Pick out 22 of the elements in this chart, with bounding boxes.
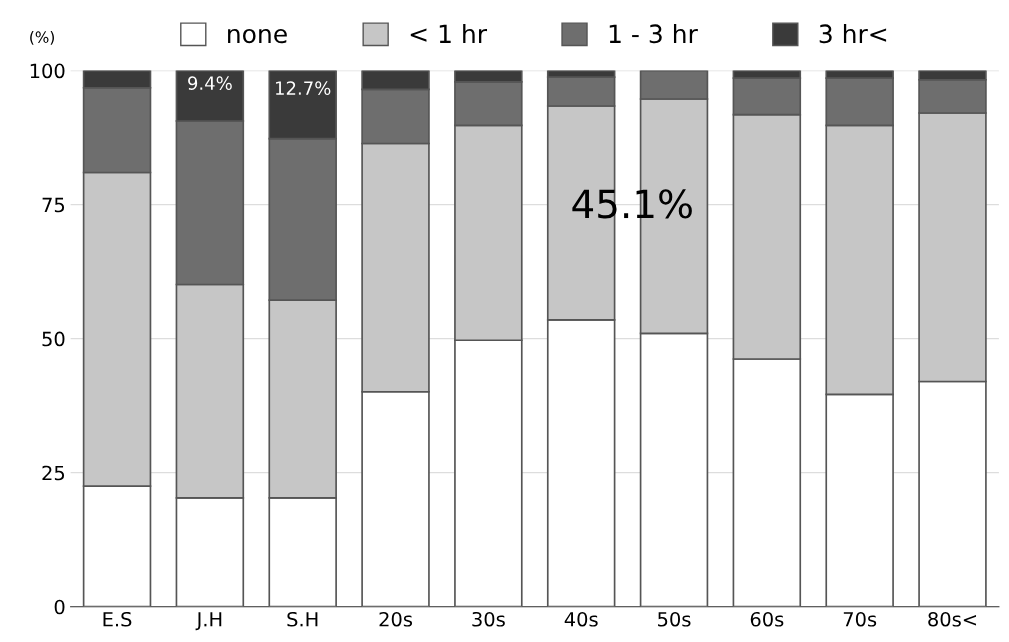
legend-label: < 1 hr xyxy=(410,23,488,43)
y-tick-label: 75 xyxy=(42,197,65,213)
y-tick-label: 50 xyxy=(42,331,65,347)
x-tick-label: 80s< xyxy=(928,611,977,627)
x-tick-label: 60s xyxy=(750,611,784,627)
data-label: 9.4% xyxy=(188,76,232,90)
legend-label: 3 hr< xyxy=(819,23,887,44)
legend-label: 1 - 3 hr xyxy=(609,23,698,44)
y-tick-label: 25 xyxy=(42,465,65,481)
x-tick-label: J.H xyxy=(195,612,222,631)
x-tick-label: 50s xyxy=(658,611,691,627)
x-tick-label: E.S xyxy=(103,611,132,627)
x-tick-label: 70s xyxy=(843,611,877,627)
x-tick-label: 30s xyxy=(472,611,505,627)
y-axis-title: (%) xyxy=(30,31,54,45)
y-tick-label: 100 xyxy=(30,63,65,79)
x-tick-label: 20s xyxy=(379,611,413,627)
x-tick-label: S.H xyxy=(287,611,318,627)
x-tick-label: 40s xyxy=(564,611,598,627)
legend-label: none xyxy=(228,28,287,44)
y-tick-label: 0 xyxy=(54,599,65,615)
data-label: 12.7% xyxy=(276,81,331,95)
